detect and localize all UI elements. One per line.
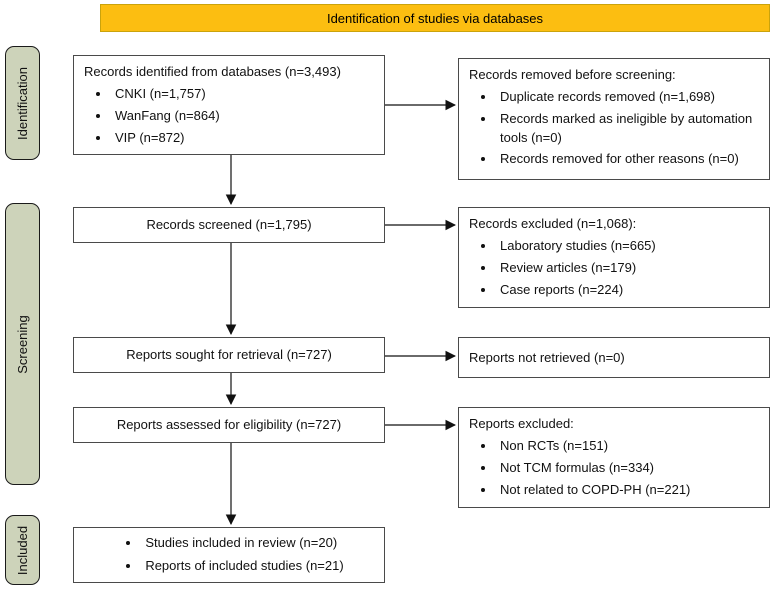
box-reports-excluded-title: Reports excluded: — [469, 416, 574, 431]
box-records-excluded-title: Records excluded (n=1,068): — [469, 216, 637, 231]
box-studies-included: Studies included in review (n=20) Report… — [73, 527, 385, 583]
box-reports-sought-title: Reports sought for retrieval (n=727) — [126, 346, 332, 362]
box-records-screened-title: Records screened (n=1,795) — [146, 216, 312, 232]
stage-included-label: Included — [15, 525, 30, 575]
banner-title: Identification of studies via databases — [326, 10, 544, 26]
box-records-identified-title: Records identified from databases (n=3,4… — [84, 64, 341, 79]
stage-identification: Identification — [5, 46, 40, 160]
box-records-removed-title: Records removed before screening: — [469, 67, 676, 82]
box-reports-excluded: Reports excluded: Non RCTs (n=151) Not T… — [458, 407, 770, 508]
box-reports-not-retrieved-title: Reports not retrieved (n=0) — [469, 349, 625, 365]
stage-identification-label: Identification — [15, 66, 30, 140]
list-item: Studies included in review (n=20) — [141, 534, 343, 553]
records-identified-list: CNKI (n=1,757) WanFang (n=864) VIP (n=87… — [84, 85, 374, 148]
list-item: Laboratory studies (n=665) — [496, 237, 759, 256]
box-records-excluded: Records excluded (n=1,068): Laboratory s… — [458, 207, 770, 308]
list-item: VIP (n=872) — [111, 129, 374, 148]
list-item: Not related to COPD-PH (n=221) — [496, 481, 759, 500]
box-reports-not-retrieved: Reports not retrieved (n=0) — [458, 337, 770, 378]
list-item: Case reports (n=224) — [496, 281, 759, 300]
list-item: Reports of included studies (n=21) — [141, 557, 343, 576]
list-item: WanFang (n=864) — [111, 107, 374, 126]
records-removed-list: Duplicate records removed (n=1,698) Reco… — [469, 88, 759, 169]
reports-excluded-list: Non RCTs (n=151) Not TCM formulas (n=334… — [469, 437, 759, 500]
box-reports-assessed: Reports assessed for eligibility (n=727) — [73, 407, 385, 443]
banner: Identification of studies via databases — [100, 4, 770, 32]
list-item: Non RCTs (n=151) — [496, 437, 759, 456]
list-item: Duplicate records removed (n=1,698) — [496, 88, 759, 107]
list-item: Not TCM formulas (n=334) — [496, 459, 759, 478]
list-item: Records removed for other reasons (n=0) — [496, 150, 759, 169]
stage-screening: Screening — [5, 203, 40, 485]
list-item: Records marked as ineligible by automati… — [496, 110, 759, 148]
records-excluded-list: Laboratory studies (n=665) Review articl… — [469, 237, 759, 300]
box-records-screened: Records screened (n=1,795) — [73, 207, 385, 243]
list-item: CNKI (n=1,757) — [111, 85, 374, 104]
studies-included-list: Studies included in review (n=20) Report… — [114, 530, 343, 580]
box-reports-assessed-title: Reports assessed for eligibility (n=727) — [116, 416, 342, 432]
stage-screening-label: Screening — [15, 314, 31, 374]
box-records-removed: Records removed before screening: Duplic… — [458, 58, 770, 180]
stage-included: Included — [5, 515, 40, 585]
box-records-identified: Records identified from databases (n=3,4… — [73, 55, 385, 155]
list-item: Review articles (n=179) — [496, 259, 759, 278]
box-reports-sought: Reports sought for retrieval (n=727) — [73, 337, 385, 373]
